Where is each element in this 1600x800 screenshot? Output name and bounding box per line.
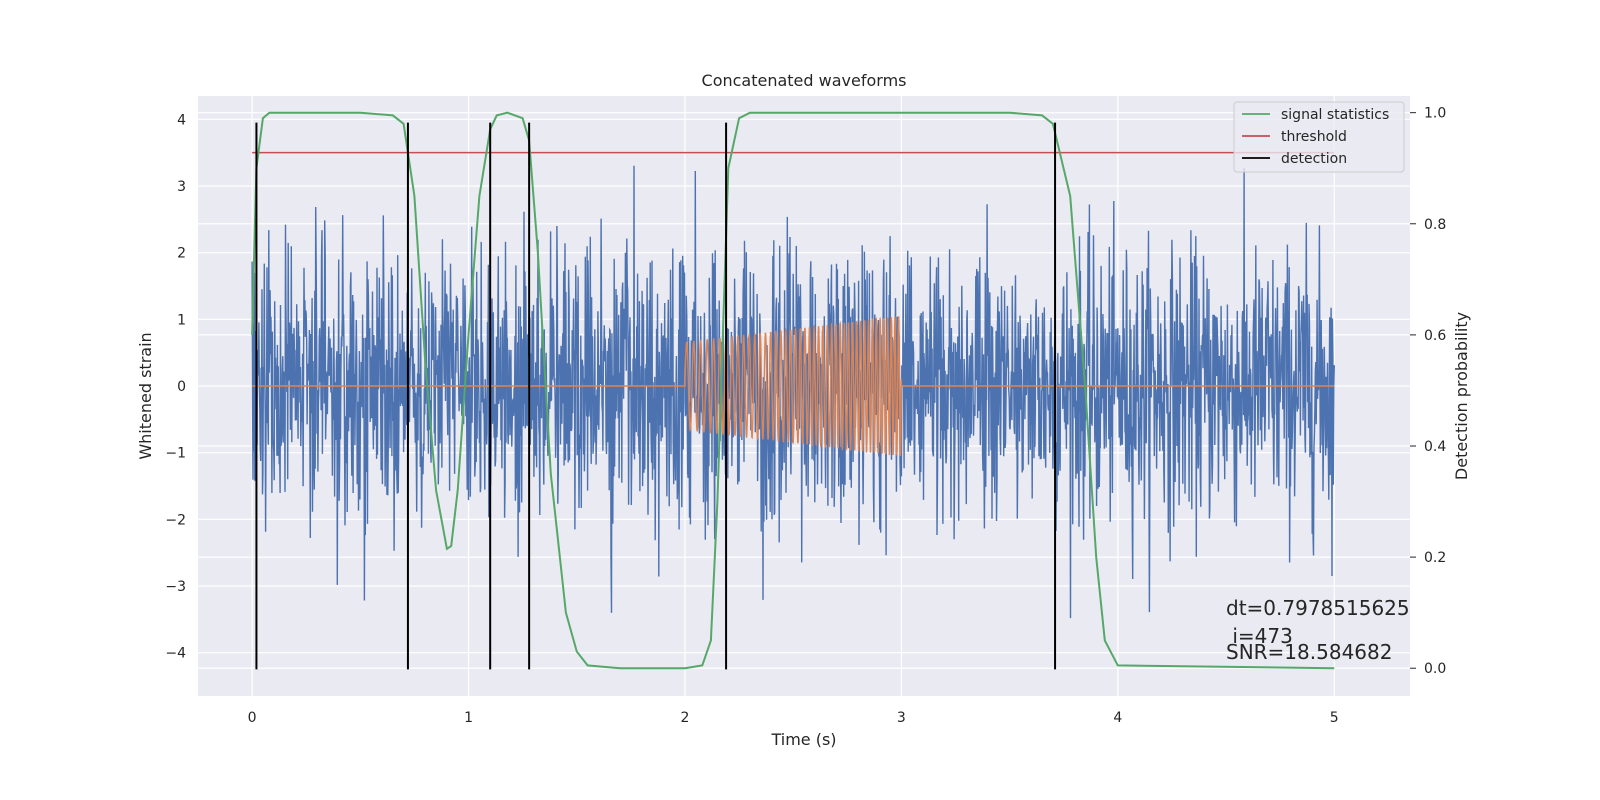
y-tick-label-0: −4 [165, 646, 186, 662]
y-tick-label-5: 1 [177, 312, 186, 328]
legend-label-detection: detection [1281, 151, 1347, 167]
chart-title: Concatenated waveforms [702, 71, 907, 90]
x-tick-label-0: 0 [248, 710, 257, 726]
y2-tick-label-2: 0.4 [1424, 439, 1446, 455]
legend-box [1233, 101, 1405, 173]
x-tick-label-2: 2 [681, 710, 690, 726]
y-tick-label-8: 4 [177, 112, 186, 128]
y-tick-label-6: 2 [177, 246, 186, 262]
strain-series-line [251, 165, 1335, 619]
y2-tick-label-4: 0.8 [1424, 217, 1446, 233]
x-tick-label-5: 5 [1330, 710, 1339, 726]
y2-tick-label-1: 0.2 [1424, 550, 1446, 566]
x-axis-label: Time (s) [770, 730, 836, 749]
annotation-snr: SNR=18.584682 [1226, 640, 1392, 664]
annotation-index: i=473 [1226, 624, 1293, 648]
y2-tick-label-5: 1.0 [1424, 106, 1446, 122]
y-axis-left: −4 −3 −2 −1 0 1 2 3 4 [165, 112, 186, 661]
y-tick-label-1: −3 [165, 579, 186, 595]
plot-content [251, 111, 1335, 670]
y-tick-label-7: 3 [177, 179, 186, 195]
y2-tick-label-0: 0.0 [1424, 661, 1446, 677]
y2-tick-label-3: 0.6 [1424, 328, 1446, 344]
legend-label-threshold: threshold [1281, 129, 1347, 145]
y-tick-label-4: 0 [177, 379, 186, 395]
y-tick-label-3: −1 [165, 446, 186, 462]
y-axis-label: Whitened strain [136, 332, 155, 459]
y-tick-label-2: −2 [165, 512, 186, 528]
legend: signal statistics threshold detection [1233, 101, 1405, 173]
y-axis-right: 0.0 0.2 0.4 0.6 0.8 1.0 [1410, 106, 1446, 677]
x-axis: 0 1 2 3 4 5 [248, 710, 1339, 726]
legend-label-signal-statistics: signal statistics [1281, 107, 1389, 123]
x-tick-label-3: 3 [897, 710, 906, 726]
y-axis-right-label: Detection probability [1452, 312, 1471, 480]
annotation-dt: dt=0.7978515625 [1226, 596, 1410, 620]
x-tick-label-4: 4 [1113, 710, 1122, 726]
x-tick-label-1: 1 [464, 710, 473, 726]
